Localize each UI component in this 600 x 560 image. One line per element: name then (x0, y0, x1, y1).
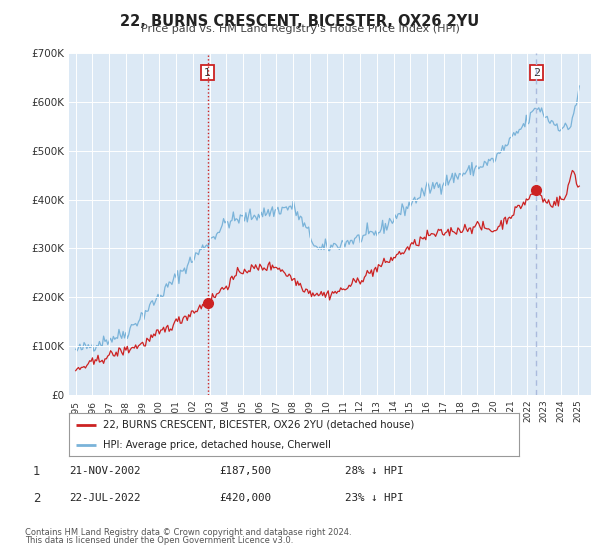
Text: 22, BURNS CRESCENT, BICESTER, OX26 2YU: 22, BURNS CRESCENT, BICESTER, OX26 2YU (121, 14, 479, 29)
Text: 2: 2 (33, 492, 40, 505)
Text: 2: 2 (533, 68, 540, 78)
Text: 21-NOV-2002: 21-NOV-2002 (69, 466, 140, 475)
Text: HPI: Average price, detached house, Cherwell: HPI: Average price, detached house, Cher… (103, 440, 331, 450)
Text: £420,000: £420,000 (219, 493, 271, 502)
Text: 22, BURNS CRESCENT, BICESTER, OX26 2YU (detached house): 22, BURNS CRESCENT, BICESTER, OX26 2YU (… (103, 420, 414, 430)
Text: This data is licensed under the Open Government Licence v3.0.: This data is licensed under the Open Gov… (25, 536, 293, 545)
Text: 1: 1 (204, 68, 211, 78)
Text: Contains HM Land Registry data © Crown copyright and database right 2024.: Contains HM Land Registry data © Crown c… (25, 528, 352, 536)
Text: 1: 1 (33, 465, 40, 478)
Text: £187,500: £187,500 (219, 466, 271, 475)
Text: 28% ↓ HPI: 28% ↓ HPI (345, 466, 404, 475)
Text: 23% ↓ HPI: 23% ↓ HPI (345, 493, 404, 502)
Text: Price paid vs. HM Land Registry's House Price Index (HPI): Price paid vs. HM Land Registry's House … (140, 24, 460, 34)
Text: 22-JUL-2022: 22-JUL-2022 (69, 493, 140, 502)
